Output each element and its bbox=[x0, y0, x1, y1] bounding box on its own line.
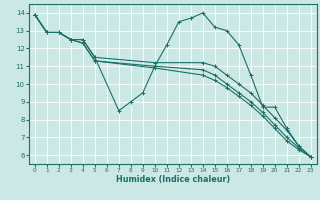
X-axis label: Humidex (Indice chaleur): Humidex (Indice chaleur) bbox=[116, 175, 230, 184]
